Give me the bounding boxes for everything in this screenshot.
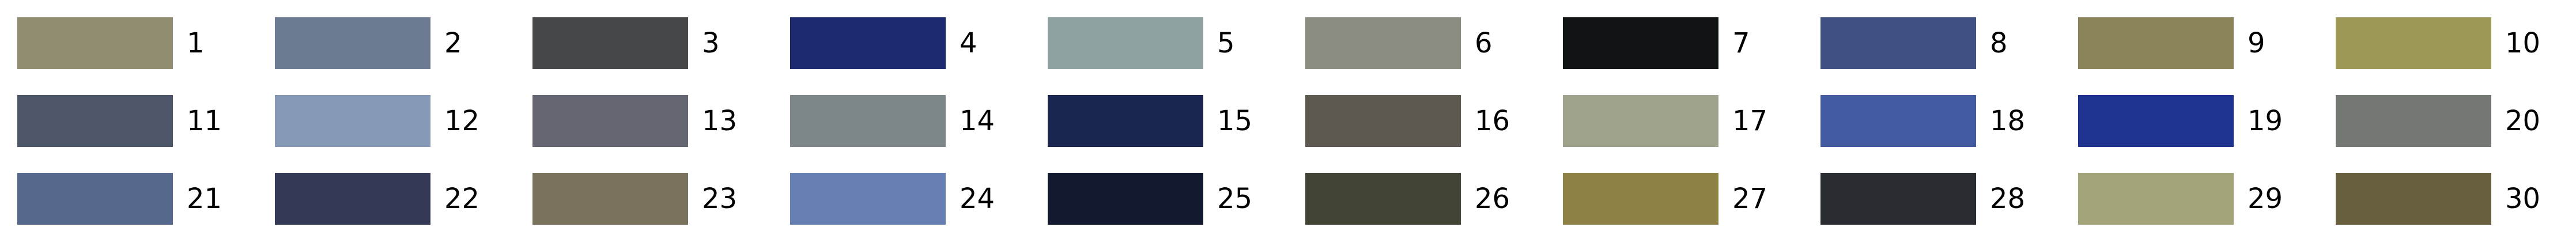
swatch-item: 21 xyxy=(0,173,258,225)
swatch-number-label: 5 xyxy=(1217,27,1235,59)
swatch-number-label: 20 xyxy=(2505,105,2541,137)
swatch-number-label: 25 xyxy=(1217,183,1253,215)
swatch-item: 28 xyxy=(1803,173,2061,225)
swatch-number-label: 9 xyxy=(2248,27,2265,59)
swatch-item: 5 xyxy=(1030,17,1288,69)
color-swatch xyxy=(1305,173,1461,225)
swatch-item: 2 xyxy=(258,17,515,69)
swatch-number-label: 30 xyxy=(2505,183,2541,215)
swatch-number-label: 4 xyxy=(960,27,977,59)
swatch-number-label: 21 xyxy=(187,183,222,215)
swatch-number-label: 23 xyxy=(702,183,738,215)
swatch-number-label: 2 xyxy=(444,27,462,59)
color-swatch xyxy=(1048,17,1203,69)
color-swatch xyxy=(1820,173,1976,225)
swatch-item: 16 xyxy=(1288,95,1546,147)
color-swatch xyxy=(1563,17,1718,69)
color-swatch xyxy=(790,95,946,147)
color-swatch xyxy=(1305,17,1461,69)
color-swatch xyxy=(2336,17,2491,69)
color-swatch xyxy=(17,17,173,69)
swatch-item: 26 xyxy=(1288,173,1546,225)
swatch-item: 23 xyxy=(515,173,773,225)
swatch-item: 14 xyxy=(773,95,1030,147)
swatch-item: 29 xyxy=(2061,173,2318,225)
swatch-item: 1 xyxy=(0,17,258,69)
swatch-number-label: 3 xyxy=(702,27,720,59)
swatch-item: 22 xyxy=(258,173,515,225)
color-swatch xyxy=(2078,173,2234,225)
color-swatch xyxy=(275,173,430,225)
swatch-item: 3 xyxy=(515,17,773,69)
swatch-item: 9 xyxy=(2061,17,2318,69)
swatch-number-label: 28 xyxy=(1990,183,2026,215)
color-swatch xyxy=(1820,17,1976,69)
color-swatch xyxy=(2078,95,2234,147)
color-swatch xyxy=(532,95,688,147)
color-swatch xyxy=(532,173,688,225)
swatch-item: 4 xyxy=(773,17,1030,69)
swatch-item: 7 xyxy=(1546,17,1803,69)
swatch-item: 10 xyxy=(2318,17,2576,69)
swatch-item: 25 xyxy=(1030,173,1288,225)
swatch-number-label: 17 xyxy=(1732,105,1768,137)
swatch-number-label: 1 xyxy=(187,27,205,59)
color-swatch xyxy=(790,17,946,69)
swatch-number-label: 26 xyxy=(1475,183,1510,215)
color-swatch xyxy=(2336,95,2491,147)
swatch-number-label: 24 xyxy=(960,183,995,215)
swatch-number-label: 19 xyxy=(2248,105,2283,137)
swatch-number-label: 15 xyxy=(1217,105,1253,137)
swatch-item: 30 xyxy=(2318,173,2576,225)
swatch-item: 15 xyxy=(1030,95,1288,147)
swatch-item: 24 xyxy=(773,173,1030,225)
swatch-number-label: 27 xyxy=(1732,183,1768,215)
swatch-item: 6 xyxy=(1288,17,1546,69)
color-swatch xyxy=(17,173,173,225)
color-swatch xyxy=(2336,173,2491,225)
color-swatch xyxy=(1563,173,1718,225)
color-swatch xyxy=(1820,95,1976,147)
swatch-item: 17 xyxy=(1546,95,1803,147)
swatch-number-label: 11 xyxy=(187,105,222,137)
color-swatch xyxy=(1048,95,1203,147)
swatch-number-label: 8 xyxy=(1990,27,2008,59)
swatch-number-label: 29 xyxy=(2248,183,2283,215)
color-swatch xyxy=(790,173,946,225)
color-swatch xyxy=(275,17,430,69)
swatch-number-label: 12 xyxy=(444,105,480,137)
swatch-number-label: 18 xyxy=(1990,105,2026,137)
swatch-item: 11 xyxy=(0,95,258,147)
color-swatch xyxy=(275,95,430,147)
color-swatch xyxy=(532,17,688,69)
color-swatch xyxy=(1563,95,1718,147)
swatch-item: 27 xyxy=(1546,173,1803,225)
swatch-item: 8 xyxy=(1803,17,2061,69)
swatch-number-label: 13 xyxy=(702,105,738,137)
swatch-item: 20 xyxy=(2318,95,2576,147)
swatch-number-label: 7 xyxy=(1732,27,1750,59)
swatch-number-label: 16 xyxy=(1475,105,1510,137)
swatch-number-label: 6 xyxy=(1475,27,1493,59)
swatch-item: 19 xyxy=(2061,95,2318,147)
color-swatch xyxy=(1048,173,1203,225)
color-swatch xyxy=(1305,95,1461,147)
color-swatch xyxy=(2078,17,2234,69)
swatch-number-label: 22 xyxy=(444,183,480,215)
swatch-item: 18 xyxy=(1803,95,2061,147)
swatch-item: 12 xyxy=(258,95,515,147)
color-swatch xyxy=(17,95,173,147)
swatch-number-label: 10 xyxy=(2505,27,2541,59)
swatch-item: 13 xyxy=(515,95,773,147)
swatch-number-label: 14 xyxy=(960,105,995,137)
